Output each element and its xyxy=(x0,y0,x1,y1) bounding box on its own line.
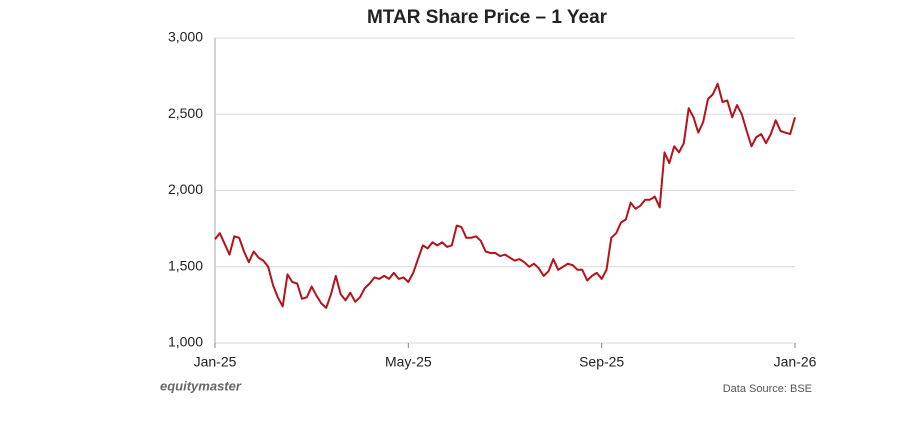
y-tick-label: 3,000 xyxy=(168,29,203,45)
x-tick-label: Jan-26 xyxy=(774,354,817,370)
x-tick-label: Jan-25 xyxy=(194,354,237,370)
chart-title: MTAR Share Price – 1 Year xyxy=(367,7,608,28)
x-tick-label: Sep-25 xyxy=(579,354,624,370)
y-tick-label: 2,000 xyxy=(168,181,203,197)
price-line xyxy=(214,82,796,309)
y-tick-label: 1,500 xyxy=(168,257,203,273)
source: Data Source: BSE xyxy=(723,383,812,395)
x-tick-label: May-25 xyxy=(385,354,432,370)
watermark: equitymaster xyxy=(160,378,242,393)
y-tick-label: 2,500 xyxy=(168,105,203,121)
y-tick-label: 1,000 xyxy=(168,334,203,350)
